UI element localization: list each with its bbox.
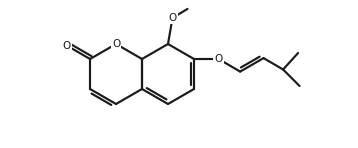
Text: O: O: [63, 41, 71, 50]
Text: O: O: [214, 54, 223, 64]
Text: O: O: [112, 39, 120, 49]
Text: O: O: [168, 13, 176, 23]
